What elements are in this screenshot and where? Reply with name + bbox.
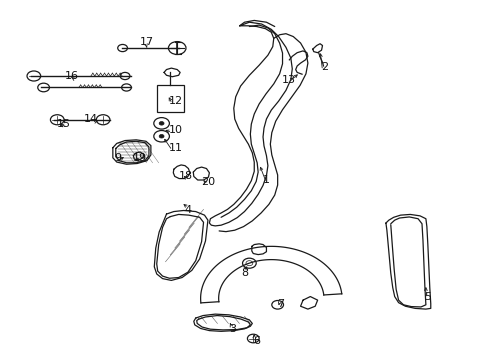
Text: 6: 6 — [253, 336, 260, 346]
Circle shape — [271, 301, 283, 309]
Text: 17: 17 — [140, 37, 154, 47]
Circle shape — [27, 71, 41, 81]
Circle shape — [50, 115, 64, 125]
Text: 16: 16 — [64, 71, 78, 81]
Circle shape — [168, 41, 185, 54]
Circle shape — [118, 44, 127, 51]
Text: 20: 20 — [201, 177, 215, 187]
Circle shape — [154, 131, 169, 142]
Text: 3: 3 — [228, 324, 235, 334]
Text: 5: 5 — [423, 292, 430, 302]
Text: 12: 12 — [169, 96, 183, 106]
Circle shape — [159, 122, 163, 125]
Circle shape — [38, 83, 49, 92]
Text: 19: 19 — [132, 153, 146, 163]
Circle shape — [159, 134, 163, 138]
Circle shape — [242, 258, 256, 268]
Text: 13: 13 — [281, 75, 295, 85]
FancyBboxPatch shape — [157, 85, 183, 112]
Circle shape — [122, 84, 131, 91]
Text: 15: 15 — [57, 120, 71, 129]
Text: 18: 18 — [179, 171, 193, 181]
Circle shape — [120, 72, 130, 80]
Text: 9: 9 — [114, 153, 121, 163]
Circle shape — [96, 115, 110, 125]
Text: 2: 2 — [321, 62, 328, 72]
Text: 8: 8 — [241, 268, 247, 278]
Text: 11: 11 — [169, 143, 183, 153]
Text: 14: 14 — [83, 114, 98, 124]
Circle shape — [154, 118, 169, 129]
Text: 4: 4 — [184, 206, 192, 216]
Text: 10: 10 — [169, 125, 183, 135]
Circle shape — [247, 334, 259, 343]
Text: 1: 1 — [263, 175, 269, 185]
Text: 7: 7 — [277, 299, 284, 309]
